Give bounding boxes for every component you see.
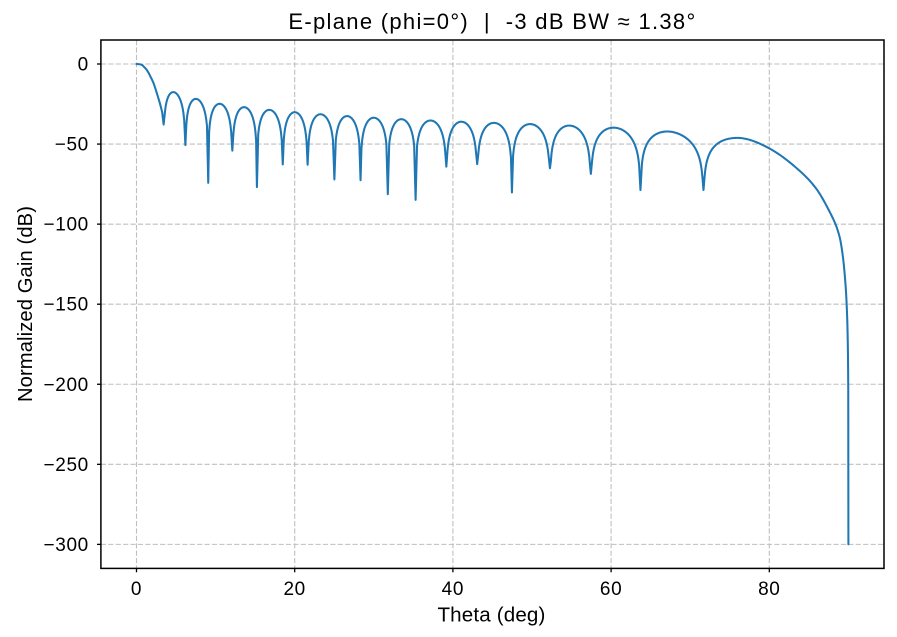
- svg-text:Theta (deg): Theta (deg): [437, 604, 545, 627]
- svg-text:−50: −50: [55, 135, 89, 156]
- svg-text:60: 60: [600, 579, 622, 600]
- svg-text:40: 40: [442, 579, 464, 600]
- svg-text:80: 80: [758, 579, 780, 600]
- svg-text:E-plane (phi=0°) | -3 dB BW: E-plane (phi=0°) | -3 dB BW ≈ 1.38°: [288, 9, 696, 34]
- svg-text:0: 0: [131, 579, 142, 600]
- svg-text:Normalized Gain (dB): Normalized Gain (dB): [15, 206, 37, 402]
- svg-text:−150: −150: [43, 295, 88, 316]
- svg-text:0: 0: [78, 55, 89, 76]
- svg-text:20: 20: [283, 579, 305, 600]
- svg-text:−250: −250: [43, 455, 88, 476]
- svg-text:−300: −300: [43, 535, 88, 556]
- svg-text:−200: −200: [43, 375, 88, 396]
- svg-text:−100: −100: [43, 215, 88, 236]
